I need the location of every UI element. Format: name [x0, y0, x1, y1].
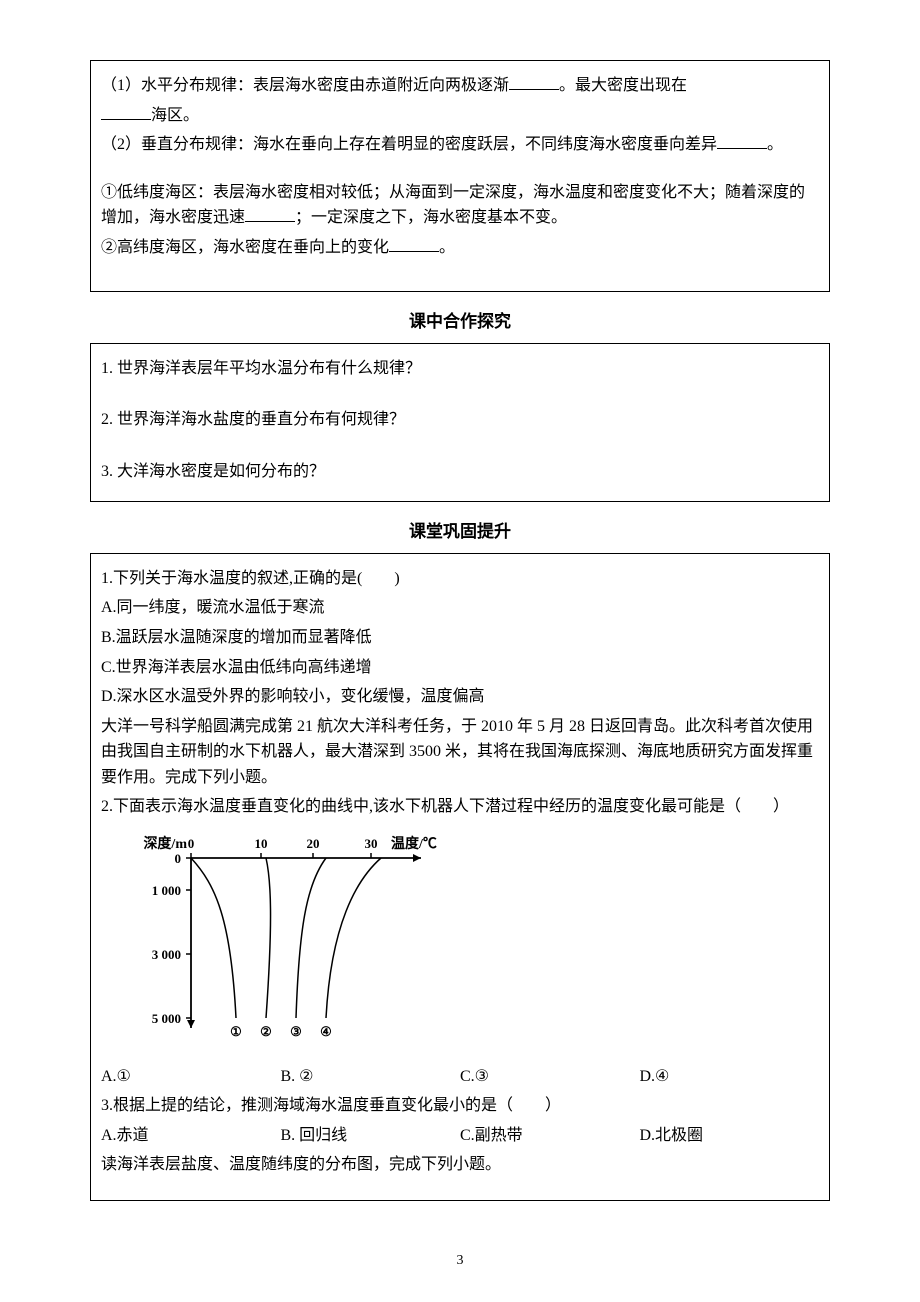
- text: 。: [767, 136, 783, 153]
- spacer: [101, 1182, 819, 1192]
- text: ；一定深度之下，海水密度基本不变。: [295, 209, 567, 226]
- chart-svg: 深度/m 温度/℃ 0 10 20 30 0 1 000 3 000 5 000 ① ② ③ ④: [131, 830, 451, 1045]
- spacer: [101, 162, 819, 176]
- question-item: 3. 大洋海水密度是如何分布的？: [101, 459, 819, 485]
- options-row: A.① B. ② C.③ D.④: [101, 1064, 819, 1090]
- box-density-rules: （1）水平分布规律：表层海水密度由赤道附近向两极逐渐 。最大密度出现在 海区。 （…: [90, 60, 830, 292]
- section-title-inquiry: 课中合作探究: [90, 308, 830, 335]
- option-d[interactable]: D.北极圈: [640, 1123, 820, 1149]
- svg-text:30: 30: [365, 836, 378, 851]
- options-row: A.赤道 B. 回归线 C.副热带 D.北极圈: [101, 1123, 819, 1149]
- option-c[interactable]: C.副热带: [460, 1123, 640, 1149]
- option-b[interactable]: B.温跃层水温随深度的增加而显著降低: [101, 625, 819, 651]
- blank-field[interactable]: [389, 235, 439, 252]
- page-number: 3: [0, 1250, 920, 1272]
- text-line: （2）垂直分布规律：海水在垂向上存在着明显的密度跃层，不同纬度海水密度垂向差异 。: [101, 132, 819, 158]
- passage: 读海洋表层盐度、温度随纬度的分布图，完成下列小题。: [101, 1152, 819, 1178]
- text-line: ②高纬度海区，海水密度在垂向上的变化 。: [101, 235, 819, 261]
- svg-text:20: 20: [307, 836, 320, 851]
- svg-text:②: ②: [260, 1024, 272, 1039]
- svg-text:①: ①: [230, 1024, 242, 1039]
- text-line: （1）水平分布规律：表层海水密度由赤道附近向两极逐渐 。最大密度出现在: [101, 73, 819, 99]
- question-item: 2. 世界海洋海水盐度的垂直分布有何规律？: [101, 407, 819, 433]
- blank-field[interactable]: [101, 103, 151, 120]
- section-title-practice: 课堂巩固提升: [90, 518, 830, 545]
- option-a[interactable]: A.赤道: [101, 1123, 281, 1149]
- option-c[interactable]: C.世界海洋表层水温由低纬向高纬递增: [101, 655, 819, 681]
- question-stem: 1.下列关于海水温度的叙述,正确的是( ): [101, 566, 819, 592]
- box-practice: 1.下列关于海水温度的叙述,正确的是( ) A.同一纬度，暖流水温低于寒流 B.…: [90, 553, 830, 1201]
- box-inquiry: 1. 世界海洋表层年平均水温分布有什么规律？ 2. 世界海洋海水盐度的垂直分布有…: [90, 343, 830, 502]
- option-b[interactable]: B. ②: [281, 1064, 461, 1090]
- question-stem: 3.根据上提的结论，推测海域海水温度垂直变化最小的是（ ）: [101, 1093, 819, 1119]
- text: 。: [439, 239, 455, 256]
- blank-field[interactable]: [245, 205, 295, 222]
- text: ②高纬度海区，海水密度在垂向上的变化: [101, 239, 389, 256]
- text: （2）垂直分布规律：海水在垂向上存在着明显的密度跃层，不同纬度海水密度垂向差异: [101, 136, 717, 153]
- spacer: [101, 265, 819, 283]
- option-d[interactable]: D.深水区水温受外界的影响较小，变化缓慢，温度偏高: [101, 684, 819, 710]
- svg-text:深度/m: 深度/m: [143, 835, 187, 852]
- option-b[interactable]: B. 回归线: [281, 1123, 461, 1149]
- svg-text:0: 0: [188, 836, 195, 851]
- question-item: 1. 世界海洋表层年平均水温分布有什么规律？: [101, 356, 819, 382]
- text: （1）水平分布规律：表层海水密度由赤道附近向两极逐渐: [101, 77, 509, 94]
- text-line: ①低纬度海区：表层海水密度相对较低；从海面到一定深度，海水温度和密度变化不大；随…: [101, 180, 819, 231]
- svg-text:3 000: 3 000: [152, 947, 181, 962]
- svg-text:1 000: 1 000: [152, 883, 181, 898]
- question-stem: 2.下面表示海水温度垂直变化的曲线中,该水下机器人下潜过程中经历的温度变化最可能…: [101, 794, 819, 820]
- text-line: 海区。: [101, 103, 819, 129]
- svg-text:0: 0: [175, 851, 182, 866]
- option-c[interactable]: C.③: [460, 1064, 640, 1090]
- svg-text:5 000: 5 000: [152, 1011, 181, 1026]
- svg-text:③: ③: [290, 1024, 302, 1039]
- option-a[interactable]: A.同一纬度，暖流水温低于寒流: [101, 595, 819, 621]
- svg-text:④: ④: [320, 1024, 332, 1039]
- passage: 大洋一号科学船圆满完成第 21 航次大洋科考任务，于 2010 年 5 月 28…: [101, 714, 819, 791]
- option-d[interactable]: D.④: [640, 1064, 820, 1090]
- depth-temp-chart: 深度/m 温度/℃ 0 10 20 30 0 1 000 3 000 5 000 ① ② ③ ④: [131, 830, 819, 1054]
- svg-text:10: 10: [255, 836, 268, 851]
- svg-text:温度/℃: 温度/℃: [391, 835, 437, 852]
- text: 海区。: [151, 107, 199, 124]
- option-a[interactable]: A.①: [101, 1064, 281, 1090]
- blank-field[interactable]: [717, 132, 767, 149]
- text: 。最大密度出现在: [559, 77, 687, 94]
- blank-field[interactable]: [509, 73, 559, 90]
